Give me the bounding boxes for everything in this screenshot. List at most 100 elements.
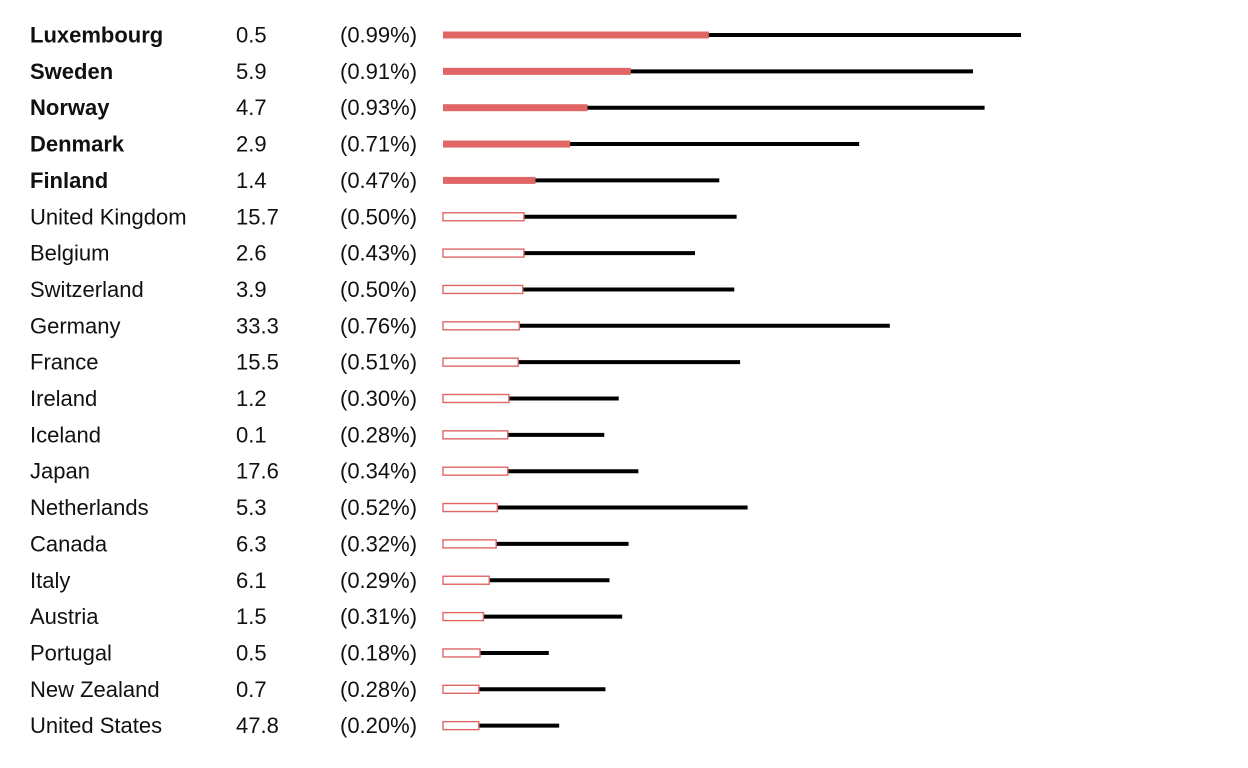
share-bar	[442, 466, 509, 476]
country-label: Portugal	[30, 640, 112, 665]
country-label: Denmark	[30, 132, 125, 157]
chart-row: Portugal 0.5 (0.18%)	[30, 640, 549, 665]
share-bar	[443, 31, 709, 39]
chart-row: Denmark 2.9 (0.71%)	[30, 132, 860, 157]
value-label: 17.6	[236, 459, 279, 484]
value-label: 33.3	[236, 313, 279, 338]
chart-row: New Zealand 0.7 (0.28%)	[30, 677, 606, 702]
chart-row: Germany 33.3 (0.76%)	[30, 313, 890, 338]
country-label: Finland	[30, 168, 108, 193]
value-label: 1.2	[236, 386, 267, 411]
chart-row: Iceland 0.1 (0.28%)	[30, 422, 605, 447]
country-label: Luxembourg	[30, 23, 163, 48]
share-bar	[442, 284, 524, 295]
percent-label: (0.28%)	[340, 422, 417, 447]
percent-label: (0.51%)	[340, 350, 417, 375]
country-label: Ireland	[30, 386, 97, 411]
country-label: Canada	[30, 531, 108, 556]
share-bar	[443, 140, 571, 148]
country-label: Japan	[30, 459, 90, 484]
share-bar	[442, 393, 510, 404]
chart-row: Luxembourg 0.5 (0.99%)	[30, 23, 1021, 48]
share-bar	[442, 321, 520, 331]
percent-label: (0.20%)	[340, 713, 417, 738]
value-label: 6.3	[236, 531, 267, 556]
value-label: 5.9	[236, 59, 267, 84]
share-bar	[443, 104, 588, 112]
percent-label: (0.52%)	[340, 495, 417, 520]
chart-row: Belgium 2.6 (0.43%)	[30, 241, 696, 266]
value-label: 0.1	[236, 422, 267, 447]
percent-label: (0.76%)	[340, 313, 417, 338]
share-bar	[442, 212, 525, 222]
share-bar	[442, 430, 509, 440]
percent-label: (0.34%)	[340, 459, 417, 484]
percent-label: (0.47%)	[340, 168, 417, 193]
country-label: New Zealand	[30, 677, 160, 702]
chart-row: Sweden 5.9 (0.91%)	[30, 59, 974, 84]
chart-row: France 15.5 (0.51%)	[30, 350, 741, 375]
value-label: 15.5	[236, 350, 279, 375]
country-label: Belgium	[30, 241, 109, 266]
value-label: 1.4	[236, 168, 267, 193]
country-label: Germany	[30, 313, 120, 338]
value-label: 0.7	[236, 677, 267, 702]
country-label: Italy	[30, 568, 70, 593]
share-bar	[442, 611, 485, 622]
chart-row: Japan 17.6 (0.34%)	[30, 459, 639, 484]
chart-row: Canada 6.3 (0.32%)	[30, 531, 629, 556]
country-label: Switzerland	[30, 277, 144, 302]
percent-label: (0.91%)	[340, 59, 417, 84]
percent-label: (0.32%)	[340, 531, 417, 556]
value-label: 5.3	[236, 495, 267, 520]
share-bar	[442, 502, 499, 513]
share-bar	[442, 720, 480, 731]
percent-label: (0.30%)	[340, 386, 417, 411]
country-label: Netherlands	[30, 495, 149, 520]
value-label: 1.5	[236, 604, 267, 629]
country-label: Norway	[30, 95, 110, 120]
share-bar	[442, 575, 490, 585]
value-label: 0.5	[236, 640, 267, 665]
chart-row: Switzerland 3.9 (0.50%)	[30, 277, 735, 302]
country-label: United Kingdom	[30, 204, 187, 229]
value-label: 3.9	[236, 277, 267, 302]
share-bar	[442, 539, 497, 549]
value-label: 15.7	[236, 204, 279, 229]
share-bar	[442, 684, 480, 694]
share-bar	[443, 176, 536, 184]
value-label: 2.6	[236, 241, 267, 266]
percent-label: (0.28%)	[340, 677, 417, 702]
country-label: France	[30, 350, 98, 375]
chart-row: Finland 1.4 (0.47%)	[30, 168, 720, 193]
percent-label: (0.50%)	[340, 277, 417, 302]
percent-label: (0.99%)	[340, 23, 417, 48]
value-label: 2.9	[236, 132, 267, 157]
percent-label: (0.71%)	[340, 132, 417, 157]
chart-row: Norway 4.7 (0.93%)	[30, 95, 985, 120]
percent-label: (0.93%)	[340, 95, 417, 120]
share-bar	[442, 648, 481, 658]
percent-label: (0.43%)	[340, 241, 417, 266]
chart-row: Netherlands 5.3 (0.52%)	[30, 495, 748, 520]
percent-label: (0.29%)	[340, 568, 417, 593]
share-bar	[442, 248, 525, 258]
value-label: 6.1	[236, 568, 267, 593]
country-label: Sweden	[30, 59, 113, 84]
country-label: United States	[30, 713, 162, 738]
percent-label: (0.18%)	[340, 640, 417, 665]
percent-label: (0.50%)	[340, 204, 417, 229]
percent-label: (0.31%)	[340, 604, 417, 629]
share-bar	[442, 357, 519, 367]
share-bar	[443, 67, 631, 75]
chart-row: United States 47.8 (0.20%)	[30, 713, 560, 738]
country-label: Austria	[30, 604, 99, 629]
value-label: 0.5	[236, 23, 267, 48]
chart-row: Austria 1.5 (0.31%)	[30, 604, 623, 629]
chart-row: Italy 6.1 (0.29%)	[30, 568, 610, 593]
chart-row: Ireland 1.2 (0.30%)	[30, 386, 619, 411]
value-label: 4.7	[236, 95, 267, 120]
country-label: Iceland	[30, 422, 101, 447]
value-label: 47.8	[236, 713, 279, 738]
